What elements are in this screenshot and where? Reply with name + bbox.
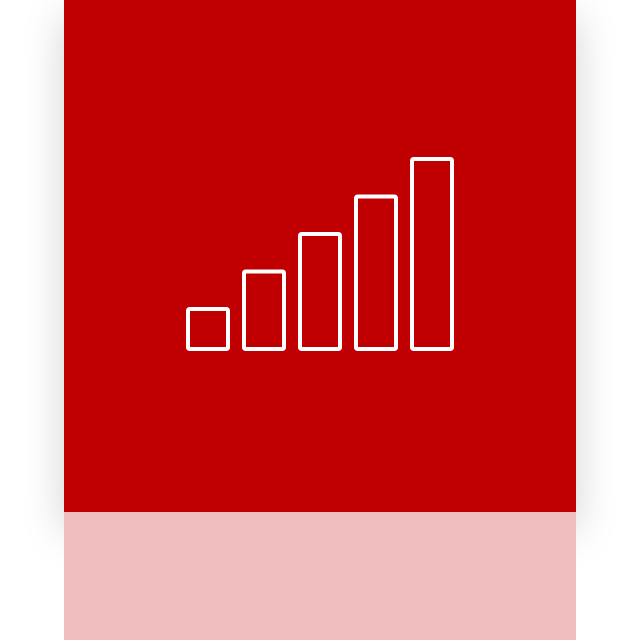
signal-bar-3 — [298, 232, 342, 351]
signal-bar-2 — [242, 269, 286, 351]
signal-strength-icon — [186, 157, 454, 351]
signal-bar-5 — [410, 157, 454, 351]
signal-bar-1 — [186, 307, 230, 351]
tile-reflection — [64, 512, 576, 640]
app-tile[interactable] — [64, 0, 576, 512]
signal-bar-4 — [354, 194, 398, 351]
